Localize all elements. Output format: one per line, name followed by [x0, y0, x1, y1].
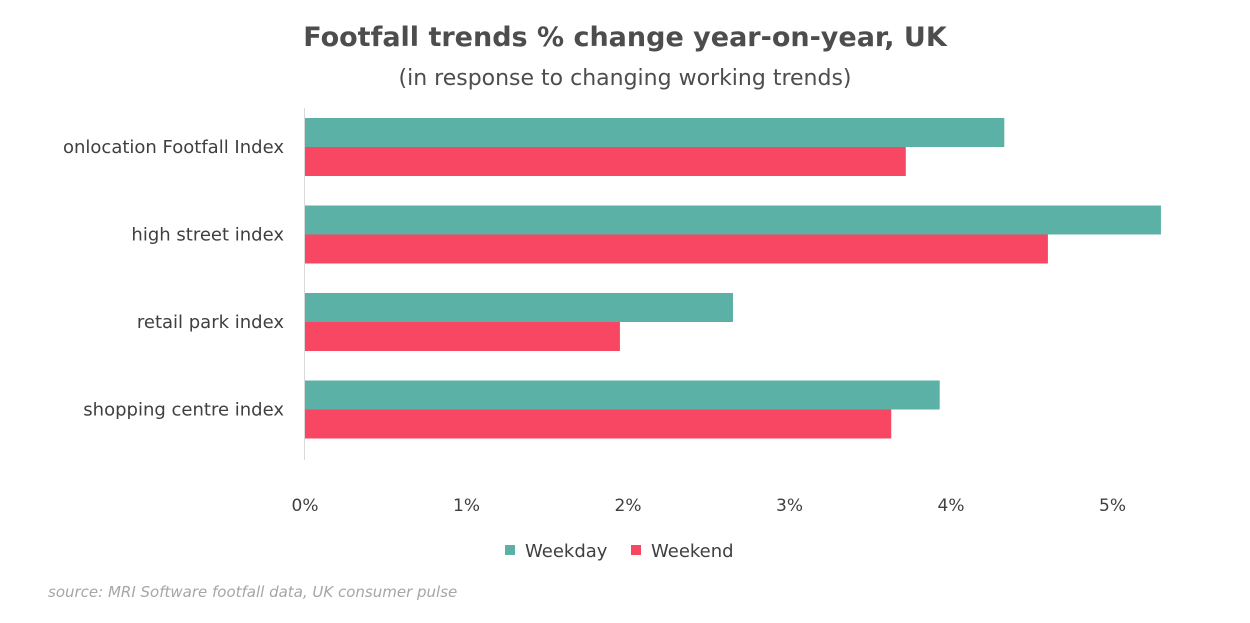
legend-swatch-weekday: [505, 545, 515, 555]
x-tick-label: 1%: [453, 496, 480, 516]
legend-swatch-weekend: [631, 545, 641, 555]
bar-weekday-high-street-index: [305, 205, 1161, 235]
source-note: source: MRI Software footfall data, UK c…: [48, 583, 457, 601]
x-tick-labels: 0% 1% 2% 3% 4% 5%: [292, 496, 1126, 516]
legend: Weekday Weekend: [505, 541, 734, 562]
category-label: high street index: [131, 225, 284, 246]
bar-weekday-shopping-centre-index: [305, 380, 940, 410]
bar-weekend-retail-park-index: [305, 322, 620, 351]
category-label: onlocation Footfall Index: [63, 137, 284, 158]
bars-layer: [305, 118, 1161, 439]
chart-subtitle: (in response to changing working trends): [399, 66, 852, 91]
bar-weekday-onlocation-footfall-index: [305, 118, 1005, 147]
x-tick-label: 4%: [938, 496, 965, 516]
category-labels: onlocation Footfall Index high street ind…: [63, 137, 284, 421]
x-tick-label: 5%: [1099, 496, 1126, 516]
bar-weekend-high-street-index: [305, 234, 1048, 264]
category-label: retail park index: [137, 312, 284, 333]
x-tick-label: 2%: [615, 496, 642, 516]
bar-weekday-retail-park-index: [305, 293, 733, 322]
bar-weekend-onlocation-footfall-index: [305, 147, 906, 176]
x-tick-label: 3%: [776, 496, 803, 516]
category-label: shopping centre index: [83, 400, 284, 421]
legend-label-weekend: Weekend: [651, 541, 734, 562]
chart-title: Footfall trends % change year-on-year, U…: [303, 22, 948, 53]
x-tick-label: 0%: [292, 496, 319, 516]
legend-label-weekday: Weekday: [525, 541, 608, 562]
bar-weekend-shopping-centre-index: [305, 409, 892, 439]
